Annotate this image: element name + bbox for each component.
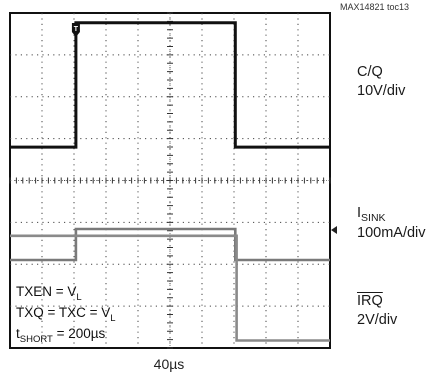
trace-irq: [10, 234, 330, 342]
ch2-reference-arrow: [331, 226, 337, 234]
condition-1-sub: L: [76, 292, 82, 303]
trace-i-sink: [10, 227, 330, 262]
condition-3-sub: SHORT: [19, 334, 53, 345]
condition-2-sub: L: [110, 313, 116, 324]
ch1-label: C/Q 10V/div: [357, 63, 405, 101]
ch3-name: IRQ: [357, 293, 383, 309]
trigger-marker: [71, 23, 80, 37]
condition-line-3: tSHORT = 200µs: [16, 324, 116, 345]
trace-c-q: [10, 21, 330, 149]
timebase-label: 40µs: [153, 356, 185, 372]
ch3-scale: 2V/div: [357, 312, 398, 328]
ch3-label: IRQ 2V/div: [357, 292, 397, 330]
ch2-label: ISINK 100mA/div: [357, 204, 426, 243]
condition-2-main: TXQ = TXC = V: [16, 305, 111, 320]
traces: [10, 21, 330, 342]
ch1-name: C/Q: [357, 64, 383, 80]
ch2-name-sub: SINK: [361, 212, 386, 224]
ch2-name: ISINK: [357, 204, 426, 224]
markers: T: [71, 23, 337, 234]
condition-3-tail: = 200µs: [52, 326, 106, 341]
trigger-marker-label: T: [74, 26, 79, 33]
condition-line-1: TXEN = VL: [16, 282, 116, 303]
condition-1-main: TXEN = V: [16, 284, 77, 299]
ch1-scale: 10V/div: [357, 83, 406, 99]
ch2-scale: 100mA/div: [357, 225, 426, 241]
ch2-name-main: I: [357, 205, 362, 221]
document-id: MAX14821 toc13: [340, 2, 409, 12]
condition-line-2: TXQ = TXC = VL: [16, 303, 116, 324]
graticule: [9, 12, 331, 349]
test-conditions: TXEN = VL TXQ = TXC = VL tSHORT = 200µs: [16, 282, 116, 345]
condition-3-main: t: [16, 326, 20, 341]
